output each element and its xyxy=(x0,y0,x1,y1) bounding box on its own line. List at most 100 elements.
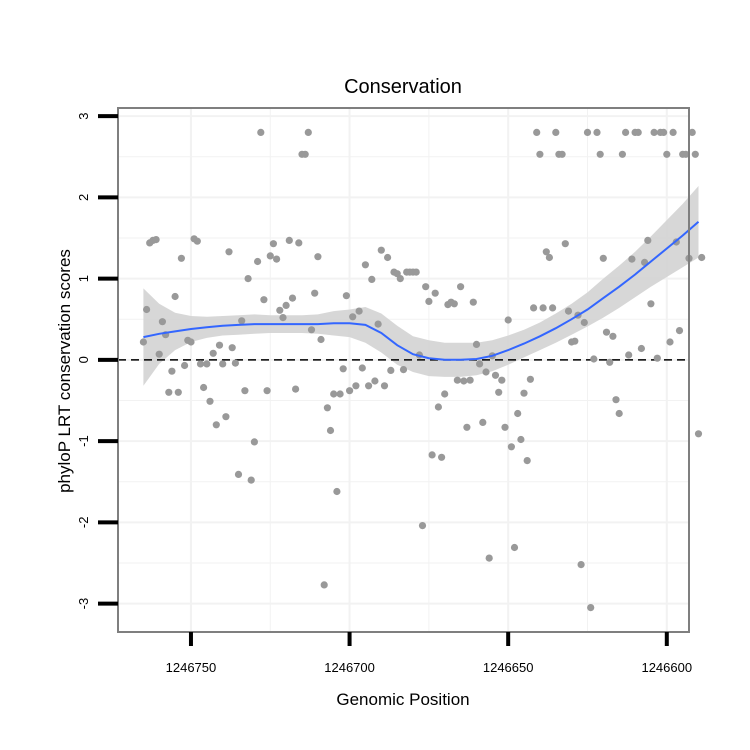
data-point xyxy=(339,365,347,373)
data-point xyxy=(523,457,531,465)
y-tick-label: -2 xyxy=(76,517,91,529)
data-point xyxy=(231,359,239,367)
data-point xyxy=(431,289,439,297)
data-point xyxy=(374,320,382,328)
data-point xyxy=(311,289,319,297)
data-point xyxy=(625,351,633,359)
data-point xyxy=(558,150,566,158)
data-point xyxy=(219,360,227,368)
data-point xyxy=(476,360,484,368)
data-point xyxy=(295,239,303,247)
data-point xyxy=(304,128,312,136)
data-point xyxy=(485,554,493,562)
data-point xyxy=(425,297,433,305)
data-point xyxy=(285,236,293,244)
data-point xyxy=(349,313,357,321)
data-point xyxy=(320,581,328,589)
data-point xyxy=(174,388,182,396)
data-point xyxy=(314,253,322,261)
data-point xyxy=(326,426,335,435)
data-point xyxy=(209,349,217,357)
data-point xyxy=(583,128,592,136)
data-point xyxy=(545,253,554,262)
data-point xyxy=(346,387,354,395)
x-tick-label: 1246700 xyxy=(324,660,375,675)
data-point xyxy=(650,128,658,136)
data-point xyxy=(323,404,331,412)
data-point xyxy=(644,236,652,244)
data-point xyxy=(561,240,569,248)
data-point xyxy=(609,332,617,340)
data-point xyxy=(333,487,341,496)
data-point xyxy=(241,387,249,395)
data-point xyxy=(266,252,274,260)
data-point xyxy=(352,382,360,390)
data-point xyxy=(472,340,481,348)
data-point xyxy=(698,253,706,262)
data-points xyxy=(139,128,706,612)
data-point xyxy=(438,453,446,461)
data-point xyxy=(365,382,373,390)
data-point xyxy=(587,604,595,612)
data-point xyxy=(368,275,376,283)
data-point xyxy=(514,409,522,418)
y-axis-label: phyloP LRT conservation scores xyxy=(55,249,74,493)
data-point xyxy=(564,307,573,315)
data-point xyxy=(580,318,588,327)
y-tick-label: 2 xyxy=(76,194,91,201)
data-point xyxy=(577,561,585,569)
chart-title: Conservation xyxy=(344,76,462,98)
data-point xyxy=(263,387,271,395)
data-point xyxy=(622,128,630,136)
data-point xyxy=(434,403,442,411)
y-tick-label: -3 xyxy=(76,598,91,610)
data-point xyxy=(482,368,490,376)
data-point xyxy=(292,385,300,393)
data-point xyxy=(152,236,160,244)
data-point xyxy=(181,361,189,370)
data-point xyxy=(307,326,316,334)
data-point xyxy=(222,413,230,421)
data-point xyxy=(168,367,176,375)
data-point xyxy=(247,476,255,484)
y-tick-label: -1 xyxy=(76,435,91,447)
data-point xyxy=(371,377,379,385)
x-tick-label: 1246750 xyxy=(166,660,217,675)
data-point xyxy=(612,396,620,404)
data-point xyxy=(647,300,655,308)
y-axis-ticks: -3 -2 -1 0 1 2 3 xyxy=(76,112,118,609)
data-point xyxy=(273,255,281,263)
data-point xyxy=(536,150,544,158)
x-axis-ticks: 1246750 1246700 1246650 1246600 xyxy=(166,632,692,675)
data-point xyxy=(139,338,147,346)
data-point xyxy=(453,376,461,384)
data-point xyxy=(203,360,211,368)
data-point xyxy=(212,421,220,429)
data-point xyxy=(660,128,668,136)
data-point xyxy=(688,128,696,136)
data-point xyxy=(257,128,265,136)
data-point xyxy=(193,237,201,245)
data-point xyxy=(155,350,163,358)
data-point xyxy=(418,522,427,530)
data-point xyxy=(260,296,268,304)
data-point xyxy=(539,304,547,312)
data-point xyxy=(682,150,690,158)
data-point xyxy=(380,382,389,390)
data-point xyxy=(571,337,579,345)
data-point xyxy=(171,292,179,301)
data-point xyxy=(336,390,344,398)
data-point xyxy=(250,438,258,446)
data-point xyxy=(615,409,623,418)
data-point xyxy=(517,435,525,444)
data-point xyxy=(530,304,538,312)
data-point xyxy=(457,283,465,291)
y-tick-label: 3 xyxy=(76,112,91,119)
data-point xyxy=(469,298,477,306)
x-tick-label: 1246600 xyxy=(641,660,692,675)
data-point xyxy=(596,150,604,158)
data-point xyxy=(200,383,208,392)
data-point xyxy=(526,375,535,383)
data-point xyxy=(143,305,151,314)
data-point xyxy=(510,543,519,552)
